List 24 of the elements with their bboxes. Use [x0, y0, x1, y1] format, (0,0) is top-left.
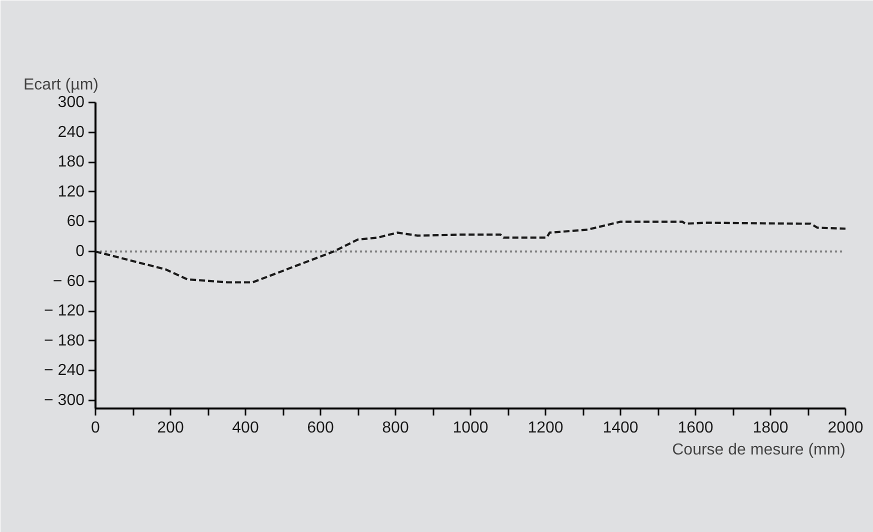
y-tick-label: 120: [58, 183, 85, 200]
y-axis-title: Ecart (µm): [24, 76, 98, 94]
y-tick-label: − 60: [52, 272, 85, 290]
x-axis-title: Course de mesure (mm): [672, 442, 846, 458]
y-tick-label: − 120: [44, 302, 85, 320]
x-tick-label: 800: [382, 420, 409, 436]
x-tick-label: 2000: [828, 420, 864, 436]
y-tick-label: 240: [58, 124, 85, 141]
y-tick-label: 300: [58, 94, 85, 111]
x-tick-label: 1200: [528, 420, 564, 436]
x-tick-label: 600: [307, 420, 334, 436]
x-tick-label: 1000: [452, 420, 488, 436]
y-tick-label: − 180: [44, 332, 85, 350]
x-tick-label: 200: [157, 420, 184, 436]
x-tick-label: 1800: [752, 420, 788, 436]
x-tick-label: 400: [232, 420, 259, 436]
y-tick-label: 0: [76, 243, 85, 260]
y-tick-label: 60: [66, 213, 85, 230]
y-tick-label: − 300: [44, 392, 85, 410]
x-tick-label: 1400: [602, 420, 638, 436]
x-tick-label: 1600: [678, 420, 714, 436]
y-tick-label: − 240: [44, 362, 85, 380]
x-tick-label: 0: [91, 420, 100, 436]
y-tick-label: 180: [58, 154, 85, 171]
